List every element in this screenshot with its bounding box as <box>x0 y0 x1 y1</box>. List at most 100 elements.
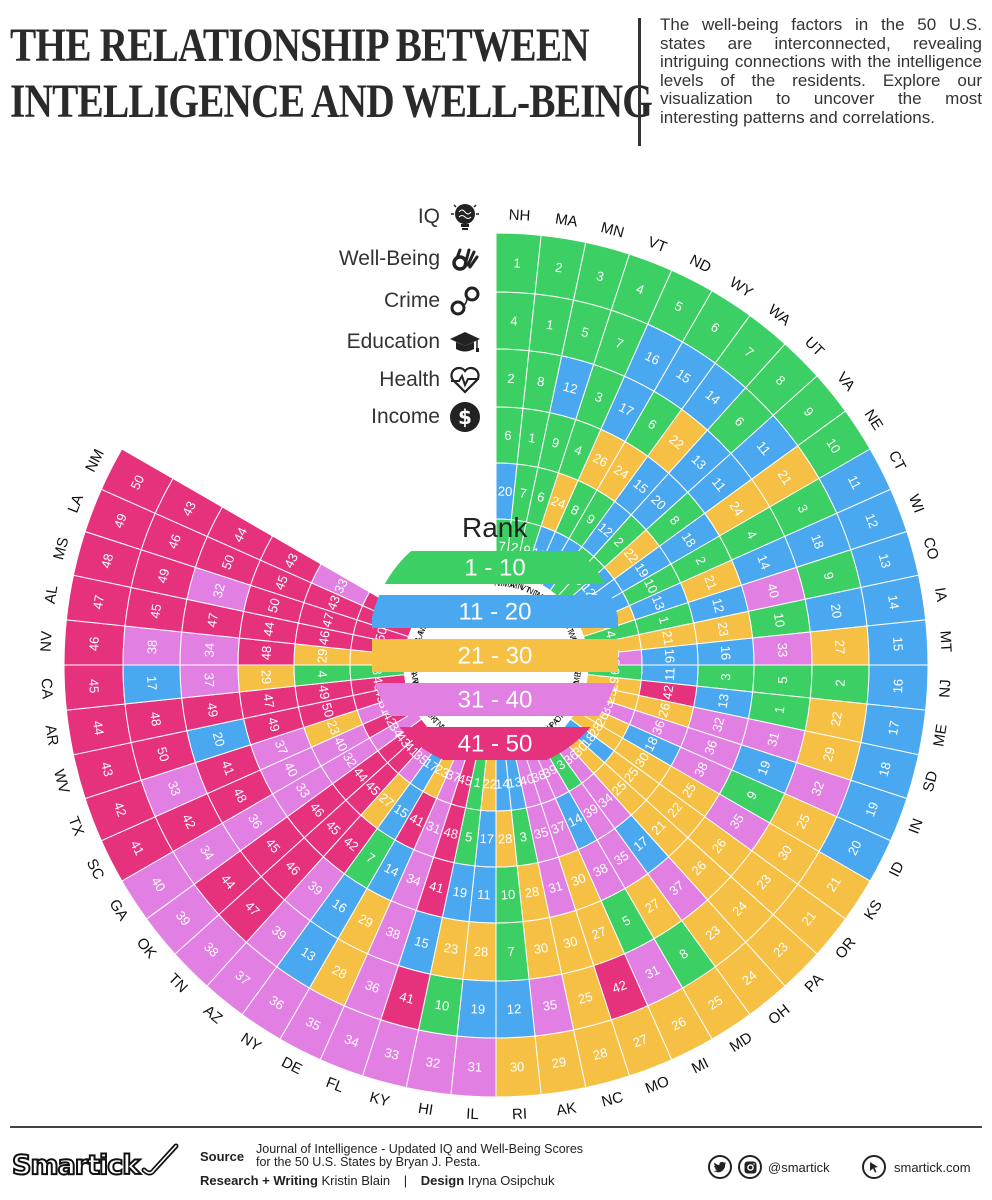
dollar-icon: $ <box>448 400 482 434</box>
cell-value: 6 <box>504 428 512 443</box>
cell-value: 25 <box>793 812 813 832</box>
cell-value: 43 <box>179 499 199 519</box>
cell-value: 7 <box>498 538 506 553</box>
cell-value: 4 <box>510 313 518 328</box>
brain-bulb-icon <box>448 200 482 234</box>
cell-value: 21 <box>659 629 676 646</box>
state-label: CO <box>920 535 942 561</box>
cell-value: 14 <box>382 860 402 880</box>
state-label: MS <box>50 535 72 561</box>
cell-value: 33 <box>293 780 313 800</box>
cell-value: 10 <box>771 612 788 629</box>
cell-value: 38 <box>144 639 160 654</box>
cell-value: 39 <box>581 801 601 821</box>
cell-value: 34 <box>404 870 423 889</box>
rank-band-label: 1 - 10 <box>464 555 525 582</box>
state-label: NE <box>861 407 887 434</box>
state-label: NH <box>508 207 531 225</box>
cell-value: 26 <box>655 701 673 719</box>
rank-band <box>372 595 618 628</box>
cell-value: 15 <box>673 366 693 386</box>
cell-value: 16 <box>330 895 350 915</box>
cell-value: 25 <box>705 992 725 1012</box>
cell-value: 23 <box>443 940 460 957</box>
website-text[interactable]: smartick.com <box>894 1159 971 1175</box>
rank-legend-title: Rank <box>462 512 528 543</box>
cell-value: 19 <box>470 1001 485 1017</box>
cell-value: 18 <box>876 760 894 778</box>
cell-value: 7 <box>507 944 515 959</box>
cell-value: 10 <box>434 997 451 1014</box>
website-link[interactable]: smartick.com <box>862 1155 971 1179</box>
cell-value: 18 <box>808 532 827 551</box>
twitter-icon[interactable] <box>708 1155 732 1179</box>
social-handle[interactable]: @smartick <box>768 1159 830 1175</box>
state-label: DE <box>279 1054 305 1079</box>
state-label: NJ <box>936 679 954 698</box>
state-label: ND <box>687 252 714 277</box>
cell-value: 32 <box>425 1054 442 1071</box>
cell-value: 14 <box>495 776 510 792</box>
cell-value: 30 <box>632 750 652 770</box>
cell-value: 14 <box>565 810 585 830</box>
cell-value: 15 <box>890 636 906 651</box>
cell-value: 20 <box>497 483 512 499</box>
instagram-icon[interactable] <box>738 1155 762 1179</box>
cell-value: 5 <box>775 676 790 684</box>
cell-value: 19 <box>754 758 773 777</box>
cell-value: 50 <box>127 472 147 492</box>
design-name: Iryna Osipchuk <box>467 1173 555 1188</box>
cell-value: 33 <box>165 779 184 798</box>
cell-value: 49 <box>204 702 221 719</box>
cell-value: 29 <box>356 911 376 931</box>
state-label: UT <box>801 334 827 360</box>
design-label: Design <box>420 1173 465 1188</box>
cell-value: 49 <box>265 716 283 734</box>
cell-value: 30 <box>561 933 579 951</box>
legend-health: Health <box>379 363 482 397</box>
title-line-1: THE RELATIONSHIP BETWEEN <box>10 19 590 72</box>
state-label: TN <box>165 970 191 996</box>
rank-band <box>372 683 618 716</box>
cell-value: 20 <box>845 838 865 858</box>
cell-value: 36 <box>363 977 382 996</box>
cell-value: 37 <box>549 818 568 837</box>
state-label: VT <box>519 582 533 595</box>
cell-value: 40 <box>148 874 168 894</box>
cell-value: 17 <box>885 720 902 737</box>
cell-value: 46 <box>316 629 333 646</box>
cell-value: 43 <box>98 760 116 778</box>
state-label: SD <box>920 769 942 794</box>
cell-value: 6 <box>536 489 547 505</box>
cell-value: 24 <box>549 493 568 512</box>
cell-value: 10 <box>641 576 661 596</box>
cell-value: 50 <box>154 745 172 763</box>
state-label: MA <box>502 578 516 590</box>
cell-value: 12 <box>862 511 881 530</box>
cell-value: 13 <box>506 774 523 791</box>
cell-value: 17 <box>616 399 636 419</box>
cell-value: 13 <box>649 593 668 612</box>
cell-value: 19 <box>862 800 881 819</box>
legend-well-being: Well-Being <box>339 242 482 276</box>
legend-iq: IQ <box>418 200 482 234</box>
cell-value: 1 <box>473 775 482 791</box>
state-label: HI <box>417 1100 434 1119</box>
legend-label: Education <box>346 330 440 353</box>
state-label: AL <box>42 584 62 605</box>
cell-value: 1 <box>545 317 554 333</box>
rank-band <box>372 639 618 672</box>
cell-value: 25 <box>576 989 594 1007</box>
research-name: Kristin Blain <box>321 1173 391 1188</box>
cell-value: 1 <box>771 705 787 714</box>
title-line-2: INTELLIGENCE AND WELL-BEING <box>10 75 653 128</box>
cell-value: 32 <box>210 582 228 600</box>
state-label: AR <box>42 724 62 747</box>
state-label: MO <box>643 1073 672 1098</box>
cell-value: 32 <box>808 779 827 798</box>
state-label: WA <box>765 301 794 329</box>
cell-value: 47 <box>204 612 221 629</box>
cell-value: 33 <box>383 1045 401 1063</box>
cell-value: 38 <box>384 923 403 942</box>
state-label: MN <box>599 219 626 241</box>
